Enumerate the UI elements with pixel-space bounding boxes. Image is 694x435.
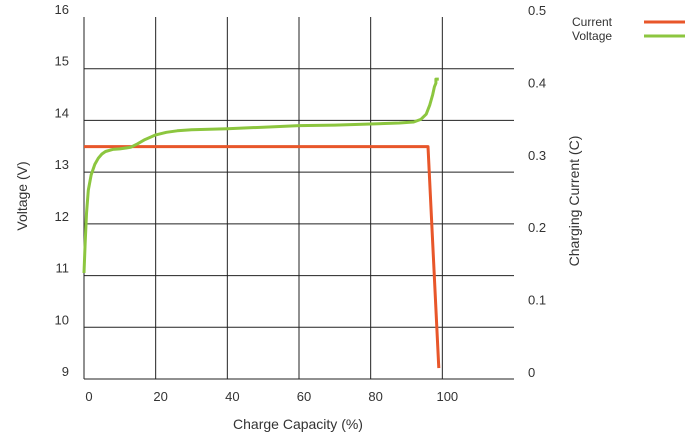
y-axis-ticks: 9 10 11 12 13 14 15 16 xyxy=(55,2,69,379)
y-tick-label: 12 xyxy=(55,209,69,224)
y2-tick-label: 0.1 xyxy=(528,293,546,308)
x-tick-label: 100 xyxy=(436,389,458,404)
y2-axis-ticks: 0 0.1 0.2 0.3 0.4 0.5 xyxy=(528,3,546,380)
series-line-voltage xyxy=(82,77,439,274)
y-tick-label: 13 xyxy=(55,157,69,172)
y2-tick-label: 0.2 xyxy=(528,220,546,235)
y-tick-label: 14 xyxy=(55,105,69,120)
y2-tick-label: 0.4 xyxy=(528,75,546,90)
x-tick-label: 0 xyxy=(85,389,92,404)
grid xyxy=(83,17,514,380)
x-axis-title: Charge Capacity (%) xyxy=(233,416,363,432)
x-tick-label: 60 xyxy=(297,389,311,404)
y-tick-label: 16 xyxy=(55,2,69,17)
y-tick-label: 11 xyxy=(56,261,70,276)
y2-tick-label: 0 xyxy=(528,365,535,380)
y2-tick-label: 0.3 xyxy=(528,148,546,163)
legend-label: Voltage xyxy=(572,29,612,43)
x-axis-ticks: 0 20 40 60 80 100 xyxy=(85,389,458,404)
series xyxy=(82,77,441,369)
y-tick-label: 9 xyxy=(62,364,69,379)
y2-tick-label: 0.5 xyxy=(528,3,546,18)
y-tick-label: 15 xyxy=(55,54,69,69)
x-tick-label: 20 xyxy=(153,389,167,404)
legend-label: Current xyxy=(572,15,613,29)
x-tick-label: 40 xyxy=(225,389,239,404)
y2-axis-title: Charging Current (C) xyxy=(566,136,582,267)
series-line-current xyxy=(84,145,441,369)
y-axis-title: Voltage (V) xyxy=(14,161,30,230)
y-tick-label: 10 xyxy=(55,312,69,327)
x-tick-label: 80 xyxy=(368,389,382,404)
